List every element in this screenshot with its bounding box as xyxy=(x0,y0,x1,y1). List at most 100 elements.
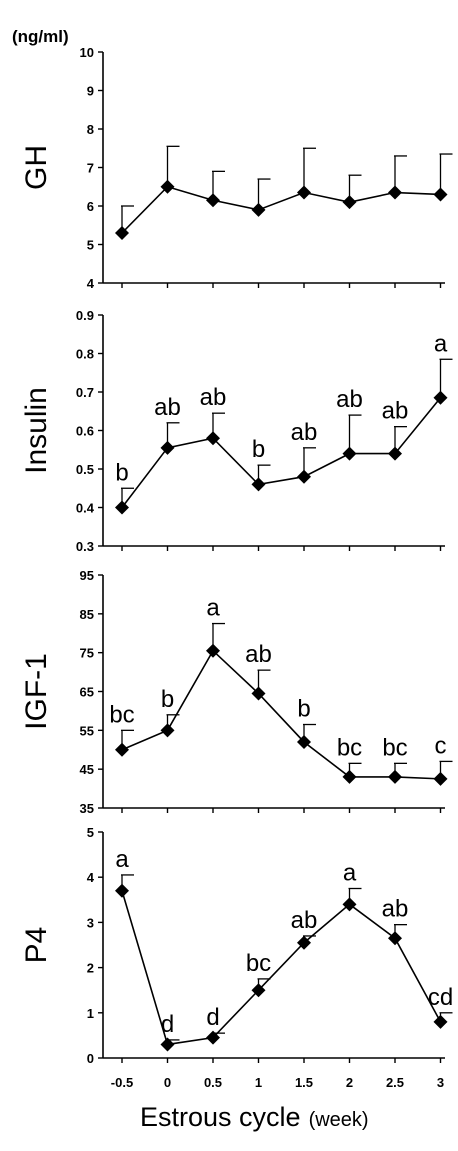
data-point xyxy=(297,469,311,484)
data-point xyxy=(206,193,220,208)
x-tick-label: 0.5 xyxy=(204,1075,222,1090)
significance-label: b xyxy=(115,459,128,486)
data-point xyxy=(342,446,357,461)
data-point xyxy=(115,500,129,515)
y-tick-label: 0 xyxy=(87,1051,94,1066)
significance-label: ab xyxy=(291,419,318,446)
significance-label: d xyxy=(206,1004,219,1031)
series-line xyxy=(121,185,441,234)
x-tick-label: 2.5 xyxy=(386,1075,404,1090)
x-tick-label: 1 xyxy=(255,1075,262,1090)
data-point xyxy=(115,883,129,898)
significance-label: a xyxy=(206,595,220,622)
y-tick-label: 0.4 xyxy=(76,501,95,516)
significance-label: ab xyxy=(154,394,181,421)
x-tick-label: 2 xyxy=(346,1075,353,1090)
x-axis-title-text: Estrous cycle xyxy=(140,1102,301,1132)
y-tick-label: 0.7 xyxy=(76,385,94,400)
significance-label: ab xyxy=(336,386,363,413)
data-point xyxy=(342,897,357,912)
series-line xyxy=(121,649,441,780)
x-axis-unit: (week) xyxy=(309,1109,369,1131)
significance-label: cd xyxy=(428,984,453,1011)
significance-label: bc xyxy=(382,734,407,761)
data-point xyxy=(206,643,220,658)
panel-0: 4 5 6 7 8 9 10 GH xyxy=(20,45,453,291)
data-point xyxy=(342,769,357,784)
significance-label: ab xyxy=(382,896,409,923)
y-tick-label: 3 xyxy=(87,915,94,930)
y-tick-label: 55 xyxy=(80,723,94,738)
y-tick-label: 5 xyxy=(87,238,94,253)
unit-label: (ng/ml) xyxy=(12,27,69,46)
y-tick-label: 85 xyxy=(80,607,94,622)
y-tick-label: 4 xyxy=(87,870,95,885)
data-point xyxy=(251,202,266,217)
significance-label: bc xyxy=(246,950,271,977)
y-tick-label: 6 xyxy=(87,199,94,214)
y-tick-label: 8 xyxy=(87,122,94,137)
significance-label: bc xyxy=(109,701,134,728)
y-tick-label: 9 xyxy=(87,84,94,99)
significance-label: a xyxy=(434,330,448,357)
x-axis-title: Estrous cycle (week) xyxy=(140,1102,369,1132)
y-axis-label: IGF-1 xyxy=(20,653,53,730)
series-line xyxy=(121,397,442,508)
significance-label: ab xyxy=(200,384,227,411)
x-tick-label: 0 xyxy=(164,1075,171,1090)
significance-label: a xyxy=(343,860,357,887)
y-tick-label: 45 xyxy=(80,762,94,777)
data-point xyxy=(433,390,448,405)
y-tick-label: 95 xyxy=(80,568,94,583)
y-tick-label: 5 xyxy=(87,825,94,840)
y-tick-label: 75 xyxy=(80,646,94,661)
data-point xyxy=(251,477,266,492)
y-tick-label: 0.6 xyxy=(76,424,94,439)
series-line xyxy=(121,890,442,1046)
y-tick-label: 4 xyxy=(87,276,95,291)
y-tick-label: 0.5 xyxy=(76,462,94,477)
y-tick-label: 0.3 xyxy=(76,539,94,554)
y-tick-label: 65 xyxy=(80,685,94,700)
significance-label: d xyxy=(161,1011,174,1038)
significance-label: b xyxy=(297,696,310,723)
y-tick-label: 35 xyxy=(80,801,94,816)
data-point xyxy=(160,179,175,194)
y-tick-label: 2 xyxy=(87,961,94,976)
y-tick-label: 10 xyxy=(80,45,94,60)
significance-label: ab xyxy=(245,641,272,668)
y-tick-label: 1 xyxy=(87,1006,94,1021)
data-point xyxy=(433,1014,448,1029)
x-tick-label: -0.5 xyxy=(111,1075,133,1090)
data-point xyxy=(388,185,402,200)
x-tick-labels: -0.5 0 0.5 1 1.5 2 2.5 3 xyxy=(111,1075,444,1090)
data-point xyxy=(433,187,448,202)
data-point xyxy=(251,983,266,998)
data-point xyxy=(115,225,129,240)
significance-label: ab xyxy=(291,907,318,934)
data-point xyxy=(206,1030,220,1045)
significance-label: b xyxy=(161,686,174,713)
data-point xyxy=(206,431,220,446)
data-point xyxy=(251,686,266,701)
y-tick-label: 0.8 xyxy=(76,347,94,362)
data-point xyxy=(160,723,175,738)
data-point xyxy=(160,1037,175,1052)
significance-label: ab xyxy=(382,398,409,425)
significance-label: a xyxy=(115,846,129,873)
data-point xyxy=(297,734,311,749)
data-point xyxy=(342,195,357,210)
data-point xyxy=(388,446,402,461)
y-tick-label: 0.9 xyxy=(76,308,94,323)
data-point xyxy=(388,931,402,946)
data-point xyxy=(160,440,175,455)
x-tick-label: 3 xyxy=(437,1075,444,1090)
data-point xyxy=(388,769,402,784)
data-point xyxy=(115,742,129,757)
x-tick-label: 1.5 xyxy=(295,1075,313,1090)
significance-label: bc xyxy=(337,734,362,761)
